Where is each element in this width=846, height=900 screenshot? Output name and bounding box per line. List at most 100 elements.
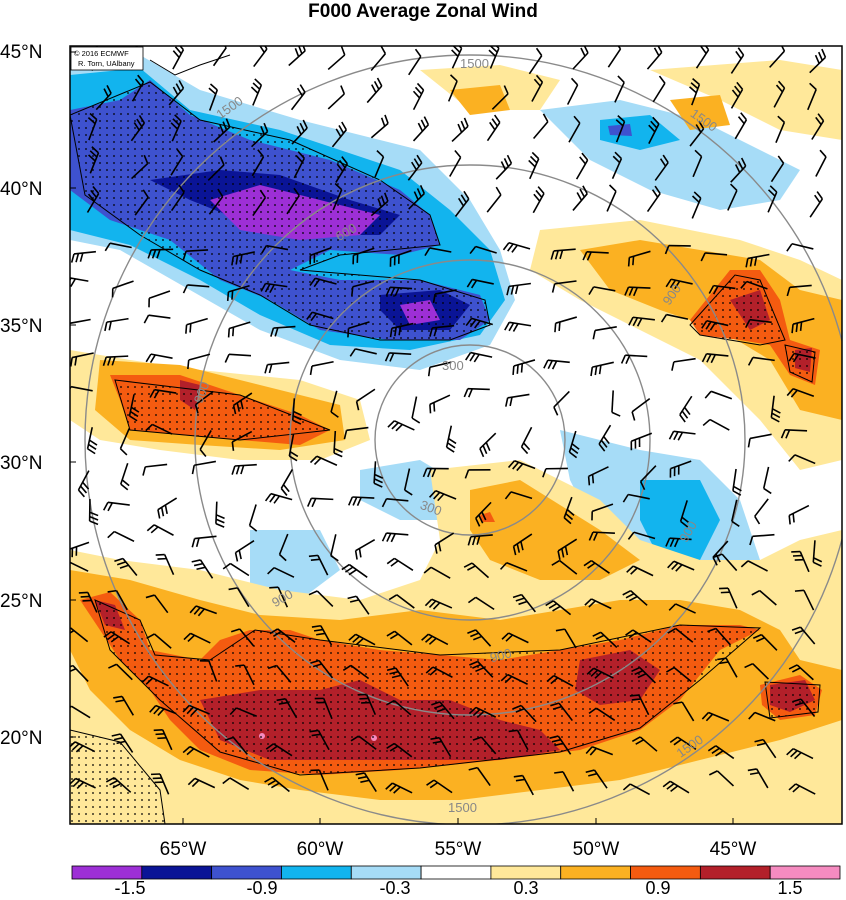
wind-barb-icon	[185, 317, 208, 334]
wind-barb-icon	[744, 318, 772, 328]
wind-barb-icon	[141, 675, 169, 687]
wind-barb-icon	[264, 361, 290, 374]
wind-barb-icon	[429, 394, 451, 414]
wind-barb-icon	[182, 284, 210, 294]
wind-barb-icon	[550, 702, 573, 722]
wind-barb-icon	[347, 321, 370, 338]
wind-barb-icon	[291, 119, 308, 145]
wind-barb-icon	[532, 186, 545, 214]
wind-barb-icon	[668, 430, 696, 441]
wind-barb-icon	[466, 278, 494, 289]
wind-barb-icon	[157, 497, 178, 519]
wind-barb-icon	[332, 182, 343, 211]
wind-barb-icon	[348, 633, 376, 646]
wind-barb-icon	[386, 557, 414, 572]
wind-barb-icon	[310, 769, 329, 791]
wind-barb-icon	[811, 113, 825, 140]
wind-barb-icon	[107, 589, 128, 611]
stipple-pattern-icon	[70, 81, 821, 824]
wind-barb-icon	[191, 460, 216, 475]
wind-barb-icon	[95, 84, 112, 111]
wind-barb-icon	[591, 503, 614, 521]
wind-barb-icon	[70, 741, 96, 753]
wind-barb-icon	[357, 693, 377, 715]
wind-barb-icon	[386, 630, 413, 646]
wind-barb-icon	[182, 249, 209, 261]
wind-barb-icon	[622, 589, 648, 606]
wind-barb-icon	[111, 280, 134, 298]
wind-barb-icon	[551, 559, 578, 575]
wind-barb-icon	[769, 46, 786, 68]
wind-barb-icon	[463, 387, 490, 398]
wind-barb-icon	[370, 46, 387, 72]
wind-barb-icon	[88, 499, 99, 526]
wind-barb-icon	[770, 395, 781, 423]
wind-barb-icon	[652, 75, 666, 103]
wind-barb-icon	[727, 183, 738, 211]
wind-barb-icon	[660, 313, 689, 323]
wind-barb-icon	[330, 390, 339, 418]
wind-barb-icon	[786, 747, 814, 760]
wind-barb-icon	[108, 663, 133, 681]
map-frame	[69, 45, 843, 825]
wind-barb-icon	[148, 290, 171, 308]
wind-barb-icon	[469, 245, 497, 255]
wind-barb-icon	[208, 188, 224, 215]
colorbar-label: 0.3	[513, 878, 538, 898]
wind-barb-icon	[222, 562, 250, 577]
lat-label: 45°N	[0, 42, 42, 63]
wind-barb-icon	[248, 504, 258, 532]
wind-barb-icon	[120, 462, 130, 491]
wind-barb-icon	[119, 428, 130, 456]
wind-barb-icon	[468, 706, 497, 719]
wind-barb-icon	[234, 539, 255, 562]
wind-barb-icon	[546, 674, 574, 687]
wind-barb-icon	[408, 48, 422, 76]
wind-barb-icon	[276, 698, 298, 719]
wind-barb-icon	[689, 120, 705, 147]
wind-barb-icon	[786, 387, 815, 398]
wind-barb-icon	[335, 156, 349, 183]
wind-barb-icon	[611, 151, 623, 179]
lat-label: 25°N	[0, 591, 42, 612]
wind-barb-icon	[620, 354, 648, 365]
wind-barb-icon	[342, 664, 370, 680]
wind-barb-icon	[631, 397, 651, 421]
wind-barb-icon	[145, 353, 173, 364]
wind-barb-icon	[385, 699, 412, 716]
wind-barb-icon	[592, 326, 617, 340]
colorbar-label: 0.9	[645, 878, 670, 898]
lon-label: 45°W	[710, 839, 757, 860]
wind-barb-icon	[624, 286, 651, 297]
wind-barb-icon	[555, 628, 577, 649]
wind-barb-icon	[251, 122, 269, 148]
wind-barb-icon	[592, 631, 618, 649]
wind-barb-icon	[145, 423, 173, 435]
wind-barb-icon	[700, 252, 728, 262]
wind-barb-icon	[762, 466, 772, 495]
wind-barb-icon	[590, 361, 614, 377]
wind-barb-icon	[587, 466, 609, 486]
contour-label: 900	[191, 380, 213, 406]
wind-barb-icon	[532, 113, 549, 140]
wind-barb-icon	[407, 154, 423, 181]
wind-barb-icon	[88, 146, 100, 174]
wind-barb-icon	[70, 318, 91, 325]
wind-barb-icon	[182, 745, 210, 758]
wind-barb-icon	[389, 249, 412, 267]
wind-barb-icon	[513, 774, 534, 796]
wind-barb-icon	[748, 711, 776, 722]
lon-label: 50°W	[573, 839, 620, 860]
wind-barb-icon	[306, 497, 334, 508]
wind-barb-icon	[434, 532, 455, 554]
wind-barb-icon	[330, 534, 339, 562]
geopotential-contours	[84, 54, 842, 824]
wind-barb-icon	[588, 707, 616, 721]
wind-barb-icon	[512, 359, 536, 376]
wind-barb-icon	[222, 777, 250, 791]
lon-label: 65°W	[160, 839, 207, 860]
wind-barb-icon	[627, 250, 651, 267]
wind-barb-icon	[786, 284, 812, 297]
colorbar-swatch	[769, 865, 841, 880]
